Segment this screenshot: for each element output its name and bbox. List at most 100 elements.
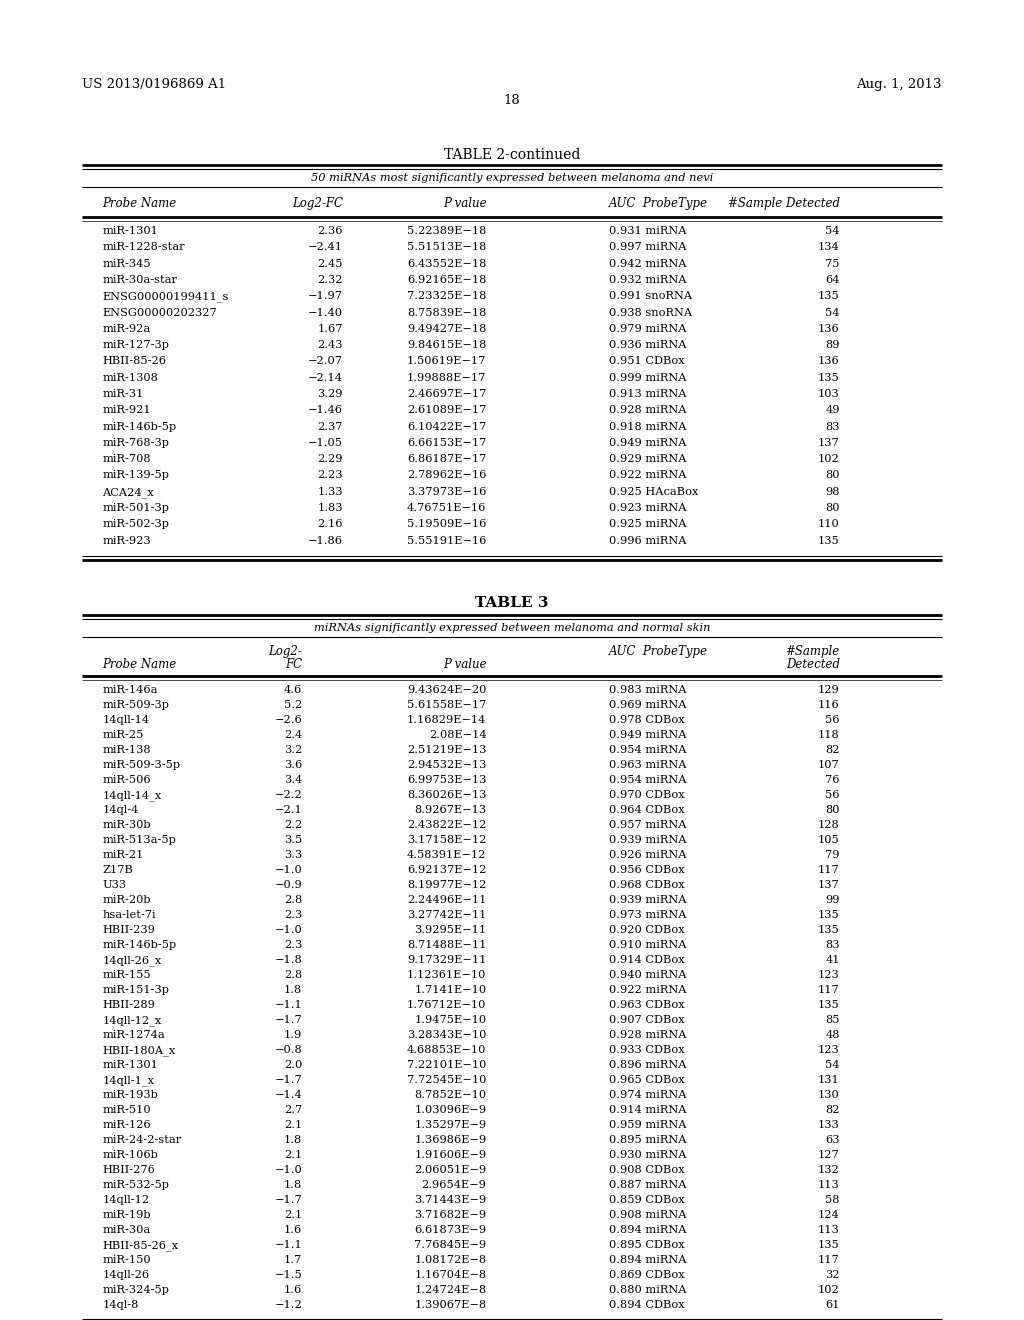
Text: 6.61873E−9: 6.61873E−9 [415, 1225, 486, 1236]
Text: miR-19b: miR-19b [102, 1210, 151, 1220]
Text: miR-510: miR-510 [102, 1105, 151, 1115]
Text: 6.92165E−18: 6.92165E−18 [407, 275, 486, 285]
Text: 0.894 miRNA: 0.894 miRNA [609, 1225, 687, 1236]
Text: −1.40: −1.40 [308, 308, 343, 318]
Text: 2.1: 2.1 [284, 1150, 302, 1160]
Text: 3.27742E−11: 3.27742E−11 [407, 909, 486, 920]
Text: 105: 105 [818, 836, 840, 845]
Text: miR-1301: miR-1301 [102, 1060, 159, 1071]
Text: −1.4: −1.4 [274, 1090, 302, 1100]
Text: 54: 54 [825, 308, 840, 318]
Text: 113: 113 [818, 1180, 840, 1191]
Text: 3.37973E−16: 3.37973E−16 [407, 487, 486, 496]
Text: HBII-85-26: HBII-85-26 [102, 356, 166, 367]
Text: 3.28343E−10: 3.28343E−10 [407, 1030, 486, 1040]
Text: 82: 82 [825, 744, 840, 755]
Text: miR-30b: miR-30b [102, 820, 151, 830]
Text: miR-1308: miR-1308 [102, 372, 159, 383]
Text: 76: 76 [825, 775, 840, 785]
Text: −0.8: −0.8 [274, 1045, 302, 1055]
Text: 0.859 CDBox: 0.859 CDBox [609, 1195, 685, 1205]
Text: 0.932 miRNA: 0.932 miRNA [609, 275, 687, 285]
Text: 2.16: 2.16 [317, 519, 343, 529]
Text: Log2-: Log2- [268, 645, 302, 657]
Text: −1.5: −1.5 [274, 1270, 302, 1280]
Text: 14ql-4: 14ql-4 [102, 805, 139, 814]
Text: miR-127-3p: miR-127-3p [102, 341, 169, 350]
Text: 2.61089E−17: 2.61089E−17 [407, 405, 486, 416]
Text: 54: 54 [825, 226, 840, 236]
Text: 0.929 miRNA: 0.929 miRNA [609, 454, 687, 465]
Text: 1.08172E−8: 1.08172E−8 [415, 1255, 486, 1265]
Text: 7.22101E−10: 7.22101E−10 [407, 1060, 486, 1071]
Text: 14qll-1_x: 14qll-1_x [102, 1074, 155, 1086]
Text: 0.880 miRNA: 0.880 miRNA [609, 1284, 687, 1295]
Text: 1.7141E−10: 1.7141E−10 [415, 985, 486, 995]
Text: 1.16829E−14: 1.16829E−14 [407, 715, 486, 725]
Text: miR-146b-5p: miR-146b-5p [102, 421, 177, 432]
Text: −2.41: −2.41 [308, 243, 343, 252]
Text: 8.36026E−13: 8.36026E−13 [407, 789, 486, 800]
Text: 2.43: 2.43 [317, 341, 343, 350]
Text: 3.2: 3.2 [284, 744, 302, 755]
Text: HBII-289: HBII-289 [102, 1001, 156, 1010]
Text: HBII-239: HBII-239 [102, 925, 156, 935]
Text: 50 miRNAs most significantly expressed between melanoma and nevi: 50 miRNAs most significantly expressed b… [311, 173, 713, 183]
Text: 124: 124 [818, 1210, 840, 1220]
Text: 0.922 miRNA: 0.922 miRNA [609, 470, 687, 480]
Text: 2.4: 2.4 [284, 730, 302, 741]
Text: miR-501-3p: miR-501-3p [102, 503, 169, 513]
Text: 0.974 miRNA: 0.974 miRNA [609, 1090, 687, 1100]
Text: 85: 85 [825, 1015, 840, 1026]
Text: 99: 99 [825, 895, 840, 906]
Text: 2.8: 2.8 [284, 895, 302, 906]
Text: 2.3: 2.3 [284, 940, 302, 950]
Text: 1.7: 1.7 [284, 1255, 302, 1265]
Text: miR-532-5p: miR-532-5p [102, 1180, 169, 1191]
Text: 18: 18 [504, 94, 520, 107]
Text: 14ql-8: 14ql-8 [102, 1300, 139, 1309]
Text: 0.965 CDBox: 0.965 CDBox [609, 1074, 685, 1085]
Text: 137: 137 [818, 438, 840, 447]
Text: Log2-FC: Log2-FC [292, 197, 343, 210]
Text: miR-25: miR-25 [102, 730, 143, 741]
Text: 2.78962E−16: 2.78962E−16 [407, 470, 486, 480]
Text: 135: 135 [818, 1239, 840, 1250]
Text: miR-324-5p: miR-324-5p [102, 1284, 169, 1295]
Text: 14qll-14_x: 14qll-14_x [102, 789, 162, 801]
Text: 5.19509E−16: 5.19509E−16 [407, 519, 486, 529]
Text: 14qll-12_x: 14qll-12_x [102, 1015, 162, 1026]
Text: −1.1: −1.1 [274, 1239, 302, 1250]
Text: −2.07: −2.07 [308, 356, 343, 367]
Text: miR-509-3p: miR-509-3p [102, 700, 169, 710]
Text: −1.0: −1.0 [274, 1166, 302, 1175]
Text: 2.9654E−9: 2.9654E−9 [422, 1180, 486, 1191]
Text: miR-155: miR-155 [102, 970, 151, 979]
Text: miR-20b: miR-20b [102, 895, 151, 906]
Text: −2.14: −2.14 [308, 372, 343, 383]
Text: #Sample: #Sample [785, 645, 840, 657]
Text: 2.1: 2.1 [284, 1210, 302, 1220]
Text: 0.997 miRNA: 0.997 miRNA [609, 243, 687, 252]
Text: 135: 135 [818, 536, 840, 545]
Text: 3.9295E−11: 3.9295E−11 [415, 925, 486, 935]
Text: 56: 56 [825, 789, 840, 800]
Text: HBII-85-26_x: HBII-85-26_x [102, 1239, 178, 1251]
Text: miR-151-3p: miR-151-3p [102, 985, 169, 995]
Text: 3.4: 3.4 [284, 775, 302, 785]
Text: miR-502-3p: miR-502-3p [102, 519, 169, 529]
Text: 4.58391E−12: 4.58391E−12 [407, 850, 486, 861]
Text: 3.71682E−9: 3.71682E−9 [415, 1210, 486, 1220]
Text: 2.2: 2.2 [284, 820, 302, 830]
Text: 82: 82 [825, 1105, 840, 1115]
Text: 1.50619E−17: 1.50619E−17 [407, 356, 486, 367]
Text: 135: 135 [818, 1001, 840, 1010]
Text: 0.918 miRNA: 0.918 miRNA [609, 421, 687, 432]
Text: 0.923 miRNA: 0.923 miRNA [609, 503, 687, 513]
Text: 3.17158E−12: 3.17158E−12 [407, 836, 486, 845]
Text: 0.963 CDBox: 0.963 CDBox [609, 1001, 685, 1010]
Text: 0.908 miRNA: 0.908 miRNA [609, 1210, 687, 1220]
Text: −1.7: −1.7 [274, 1074, 302, 1085]
Text: 4.68853E−10: 4.68853E−10 [407, 1045, 486, 1055]
Text: 0.942 miRNA: 0.942 miRNA [609, 259, 687, 268]
